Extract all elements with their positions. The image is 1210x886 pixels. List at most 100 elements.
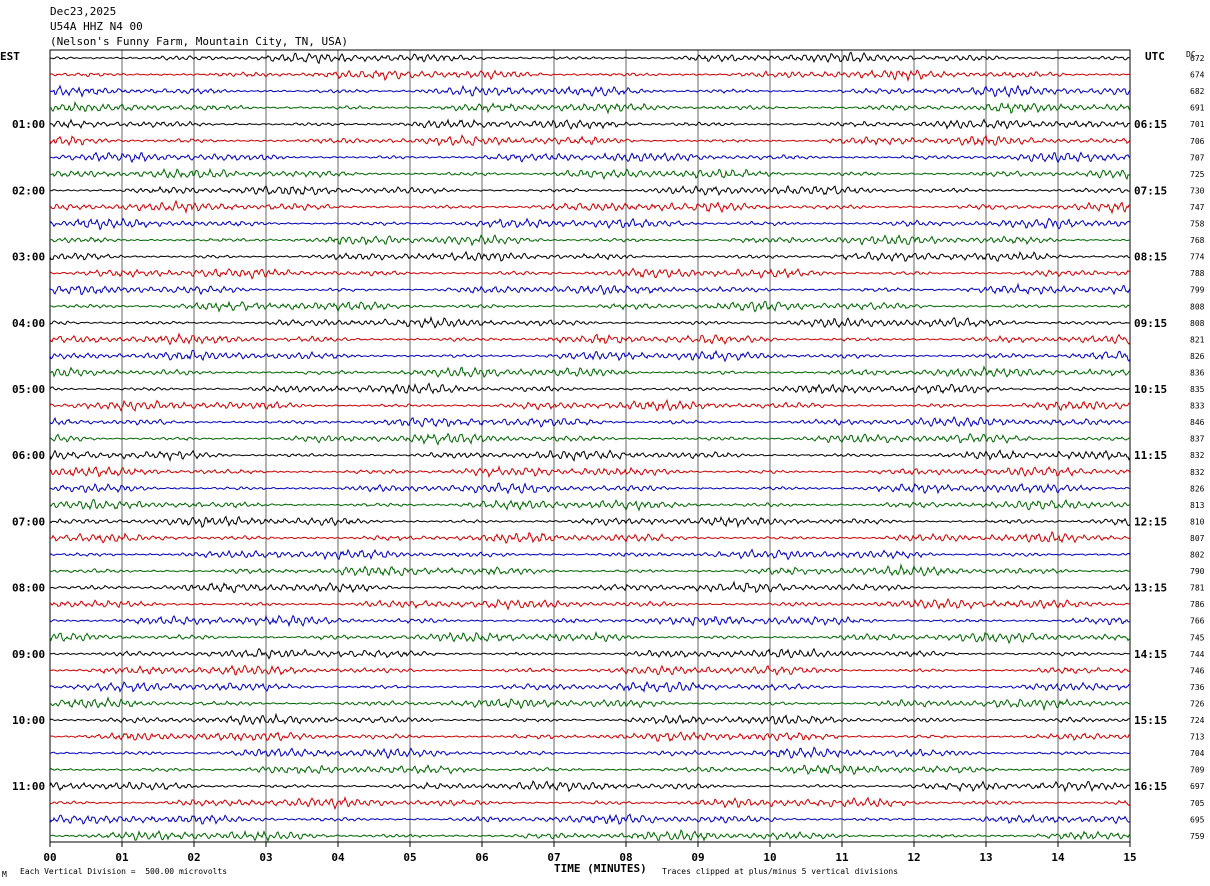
dc-offset-label: 768	[1190, 236, 1205, 245]
dc-offset-label: 810	[1190, 517, 1205, 526]
trace-row	[49, 349, 1131, 363]
trace-row	[49, 548, 1131, 561]
scale-note: Each Vertical Division = 500.00 microvol…	[20, 867, 228, 876]
left-timezone-label: EST	[0, 50, 20, 63]
dc-offset-label: 781	[1190, 584, 1205, 593]
dc-offset-label: 808	[1190, 302, 1205, 311]
right-hour-label: 11:15	[1134, 449, 1167, 462]
trace-row	[49, 84, 1131, 99]
dc-offset-label: 697	[1190, 782, 1205, 791]
dc-offset-label: 747	[1190, 203, 1205, 212]
x-tick-label: 09	[691, 851, 704, 864]
trace-row	[49, 267, 1131, 280]
right-hour-label: 16:15	[1134, 780, 1167, 793]
trace-row	[49, 300, 1131, 313]
trace-row	[50, 746, 1131, 760]
trace-row	[50, 647, 1131, 660]
trace-row	[49, 630, 1131, 645]
corner-mark: M	[2, 870, 7, 879]
left-hour-label: 07:00	[12, 515, 45, 528]
x-tick-label: 04	[331, 851, 345, 864]
x-tick-label: 15	[1123, 851, 1136, 864]
trace-row	[49, 731, 1131, 742]
right-hour-label: 08:15	[1134, 251, 1167, 264]
trace-row	[49, 184, 1131, 197]
dc-offset-label: 788	[1190, 269, 1205, 278]
trace-row	[49, 796, 1131, 811]
trace-row	[49, 498, 1131, 512]
x-tick-label: 01	[115, 851, 129, 864]
trace-row	[49, 614, 1131, 628]
trace-row	[49, 133, 1131, 147]
trace-row	[49, 449, 1131, 462]
right-hour-label: 10:15	[1134, 383, 1167, 396]
trace-row	[49, 151, 1131, 164]
dc-offset-label: 799	[1190, 286, 1205, 295]
trace-row	[49, 234, 1130, 247]
right-hour-label: 13:15	[1134, 582, 1167, 595]
dc-offset-label: 833	[1190, 402, 1205, 411]
dc-offset-label: 786	[1190, 600, 1205, 609]
dc-offset-label: 701	[1190, 120, 1205, 129]
trace-row	[49, 482, 1131, 495]
x-tick-label: 13	[979, 851, 992, 864]
dc-offset-label: 705	[1190, 799, 1205, 808]
trace-row	[49, 100, 1131, 115]
dc-offset-label: 813	[1190, 501, 1205, 510]
x-axis-title: TIME (MINUTES)	[554, 862, 647, 875]
trace-row	[49, 69, 1131, 83]
trace-row	[49, 696, 1131, 712]
dc-offset-label: 790	[1190, 567, 1205, 576]
dc-offset-label: 758	[1190, 220, 1205, 229]
clip-note: Traces clipped at plus/minus 5 vertical …	[662, 867, 899, 876]
trace-row	[49, 199, 1131, 215]
dc-offset-label: 846	[1190, 418, 1205, 427]
dc-offset-label: 704	[1190, 749, 1205, 758]
dc-offset-header: DC	[1186, 50, 1196, 59]
right-timezone-label: UTC	[1145, 50, 1165, 63]
x-tick-label: 08	[619, 851, 632, 864]
seismic-traces	[49, 51, 1131, 843]
trace-row	[49, 250, 1131, 263]
left-hour-label: 02:00	[12, 184, 45, 197]
dc-offset-label: 836	[1190, 368, 1205, 377]
trace-row	[49, 382, 1131, 396]
x-tick-label: 05	[403, 851, 416, 864]
x-tick-label: 12	[907, 851, 920, 864]
station-id: U54A HHZ N4 00	[50, 20, 143, 33]
dc-offset-label: 826	[1190, 352, 1205, 361]
dc-offset-label: 706	[1190, 137, 1205, 146]
dc-offset-label: 736	[1190, 683, 1205, 692]
x-tick-label: 14	[1051, 851, 1065, 864]
trace-row	[49, 597, 1131, 611]
left-hour-label: 11:00	[12, 780, 45, 793]
dc-offset-label: 709	[1190, 766, 1205, 775]
left-hour-label: 09:00	[12, 648, 45, 661]
trace-row	[49, 764, 1130, 776]
dc-offset-label: 802	[1190, 551, 1205, 560]
station-location: (Nelson's Funny Farm, Mountain City, TN,…	[50, 35, 349, 48]
trace-row	[49, 563, 1131, 577]
x-tick-label: 03	[259, 851, 272, 864]
trace-row	[49, 398, 1131, 412]
dc-offset-label: 744	[1190, 650, 1205, 659]
left-hour-label: 04:00	[12, 317, 45, 330]
trace-row	[49, 530, 1131, 544]
dc-offset-label: 832	[1190, 451, 1205, 460]
trace-row	[49, 464, 1131, 479]
dc-offset-label: 826	[1190, 484, 1205, 493]
dc-offset-label: 766	[1190, 617, 1205, 626]
x-tick-label: 00	[43, 851, 56, 864]
right-hour-label: 07:15	[1134, 184, 1167, 197]
dc-offset-label: 691	[1190, 104, 1205, 113]
trace-row	[49, 51, 1130, 65]
dc-offset-label: 835	[1190, 385, 1205, 394]
right-hour-label: 06:15	[1134, 118, 1167, 131]
dc-offset-label: 682	[1190, 87, 1205, 96]
dc-offset-label: 674	[1190, 71, 1205, 80]
right-hour-label: 09:15	[1134, 317, 1167, 330]
x-tick-label: 02	[187, 851, 200, 864]
dc-offset-label: 707	[1190, 153, 1205, 162]
x-tick-label: 10	[763, 851, 776, 864]
